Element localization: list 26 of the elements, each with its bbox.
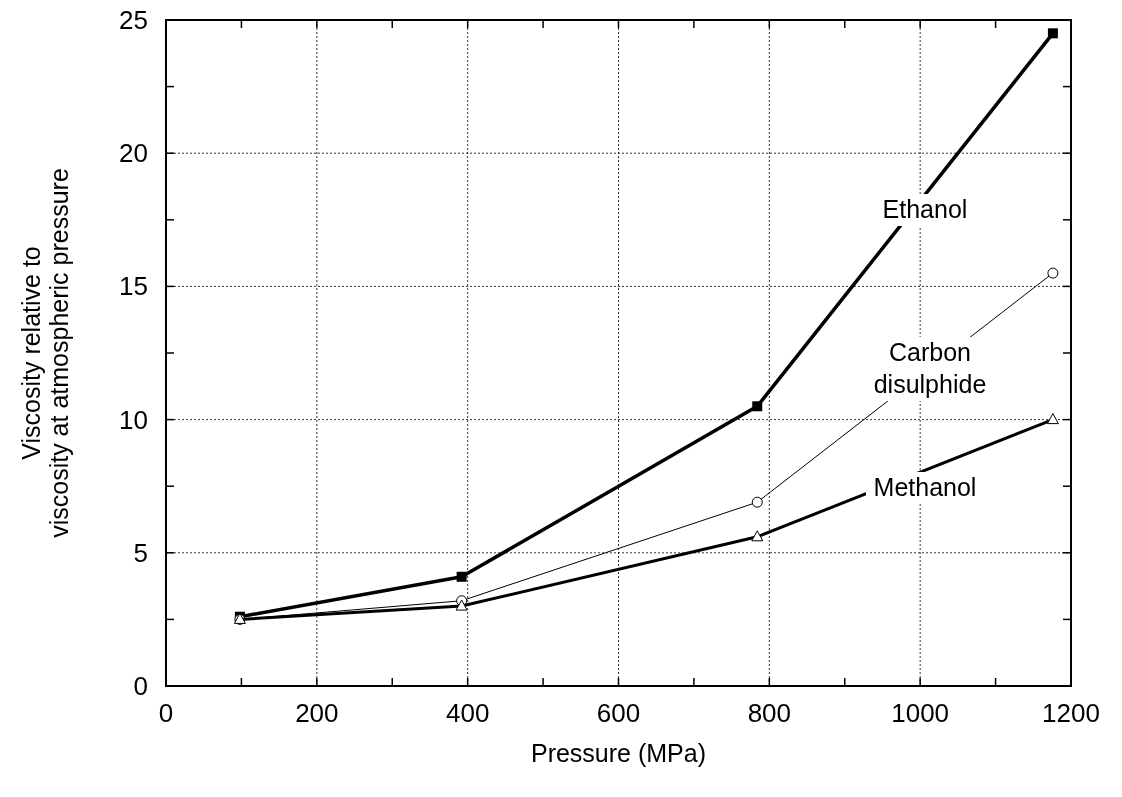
x-tick-label: 600 — [596, 698, 641, 728]
point — [752, 401, 763, 412]
point — [456, 571, 467, 582]
y-tick-label: 0 — [133, 671, 148, 701]
x-tick-label: 0 — [158, 698, 174, 728]
x-axis-title: Pressure (MPa) — [530, 739, 707, 767]
x-tick-label: 200 — [295, 698, 339, 728]
point — [751, 530, 764, 542]
y-tick-label: 25 — [119, 5, 148, 35]
point — [455, 599, 468, 611]
y-tick-label: 5 — [133, 537, 148, 568]
y-tick-label: 20 — [119, 138, 148, 169]
point — [1047, 28, 1058, 39]
series-label: Carbon disulphide — [873, 338, 987, 398]
y-tick-label: 10 — [119, 404, 148, 435]
x-tick-label: 400 — [445, 698, 490, 728]
y-tick-label: 15 — [119, 271, 148, 302]
y-axis-title: Viscosity relative to viscosity at atmospheric pressure — [17, 168, 73, 538]
x-tick-label: 1000 — [891, 698, 950, 728]
x-tick-label: 1200 — [1042, 698, 1100, 728]
series-label: Ethanol — [882, 195, 968, 223]
x-tick-label: 800 — [747, 698, 792, 728]
series-label: Methanol — [873, 473, 977, 501]
point — [751, 496, 763, 508]
point — [1047, 267, 1059, 279]
point — [1046, 413, 1059, 425]
